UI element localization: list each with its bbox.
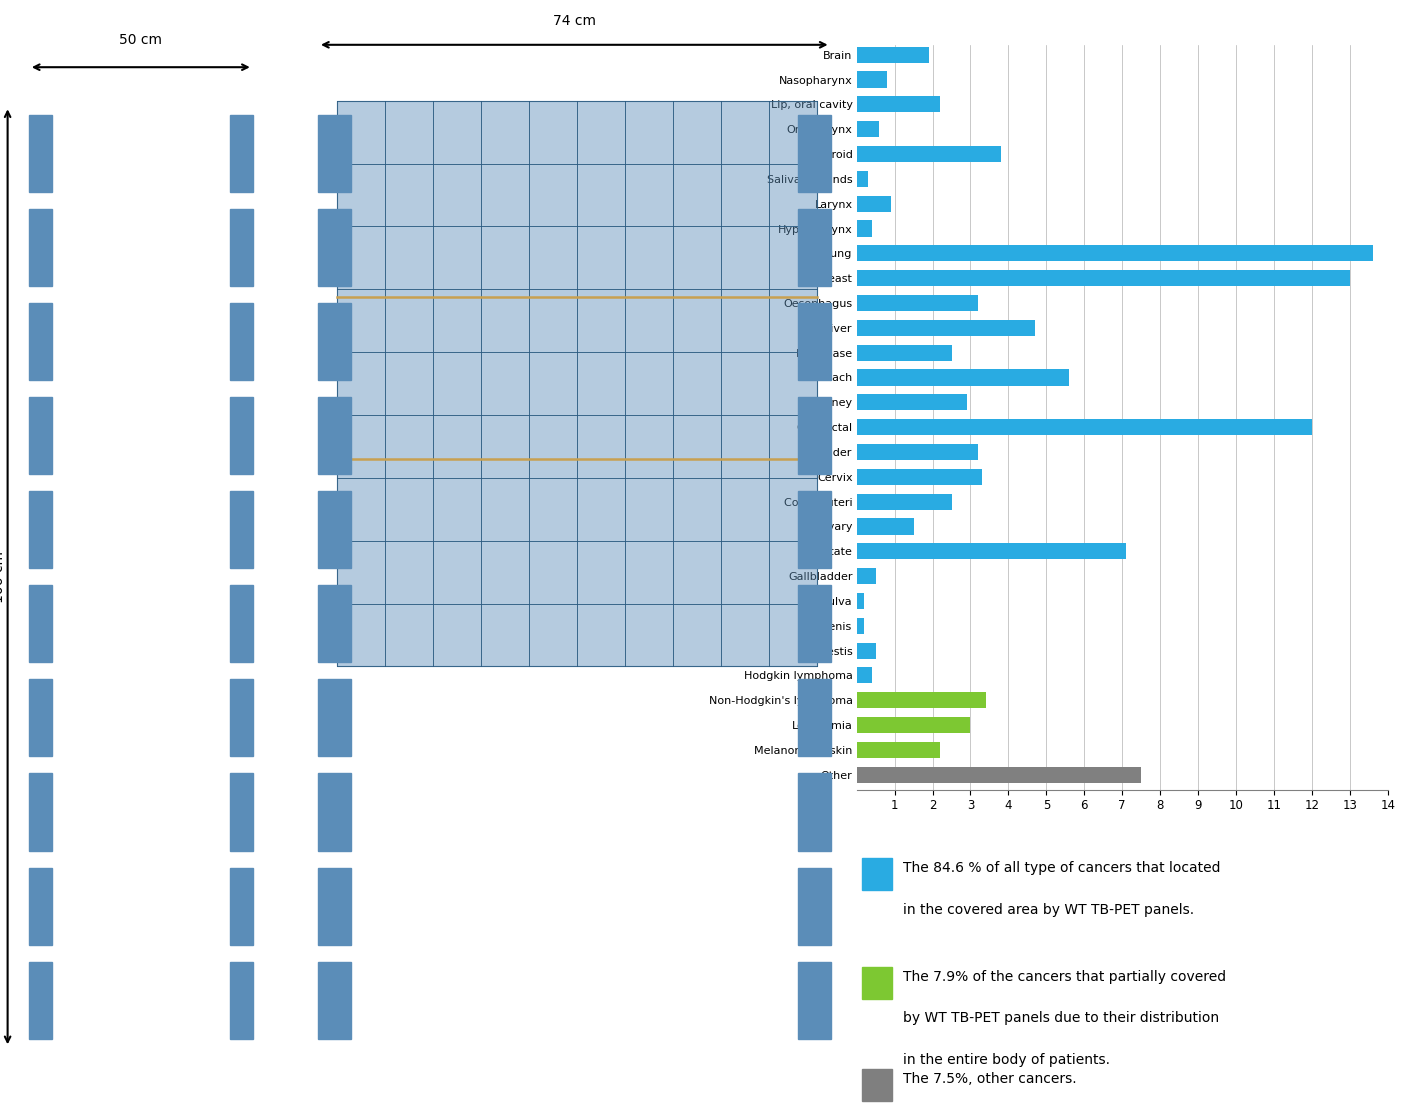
Bar [857, 295, 978, 311]
Bar [319, 304, 351, 380]
Text: The 7.9% of the cancers that partially covered: The 7.9% of the cancers that partially c… [903, 970, 1226, 984]
Bar [857, 543, 1126, 559]
Bar [857, 319, 1035, 336]
Bar [229, 398, 252, 474]
Bar [862, 858, 892, 890]
Bar [857, 692, 986, 708]
Bar [28, 492, 52, 568]
Bar [857, 170, 868, 187]
Text: by WT TB-PET panels due to their distribution: by WT TB-PET panels due to their distrib… [903, 1011, 1219, 1026]
Bar [797, 586, 831, 662]
Bar [857, 494, 952, 510]
Bar [319, 868, 351, 944]
Text: The 7.5%, other cancers.: The 7.5%, other cancers. [903, 1072, 1076, 1086]
Bar [319, 398, 351, 474]
Bar [28, 868, 52, 944]
Bar [28, 209, 52, 286]
Bar [319, 586, 351, 662]
Bar [319, 492, 351, 568]
Bar [229, 209, 252, 286]
Bar [797, 115, 831, 192]
Bar [857, 419, 1311, 436]
Bar [857, 643, 875, 659]
Bar [797, 774, 831, 850]
Bar [797, 868, 831, 944]
Bar [229, 115, 252, 192]
Bar [857, 668, 872, 683]
Bar [862, 1068, 892, 1101]
Bar [797, 962, 831, 1038]
Bar [857, 766, 1141, 783]
Bar [28, 774, 52, 850]
Bar [229, 774, 252, 850]
Bar [857, 146, 1001, 162]
Bar [797, 680, 831, 756]
Bar [857, 196, 891, 212]
Bar [857, 47, 929, 63]
Text: 74 cm: 74 cm [552, 15, 596, 28]
Bar [857, 717, 970, 734]
Bar [229, 492, 252, 568]
Bar [28, 115, 52, 192]
Text: in the entire body of patients.: in the entire body of patients. [903, 1053, 1110, 1067]
Bar [857, 345, 952, 361]
Bar [857, 370, 1069, 385]
Bar [857, 96, 940, 112]
Bar [857, 245, 1372, 261]
Bar [797, 398, 831, 474]
Bar [857, 592, 864, 609]
Text: in the covered area by WT TB-PET panels.: in the covered area by WT TB-PET panels. [903, 903, 1194, 917]
Bar [857, 270, 1349, 287]
Bar [319, 209, 351, 286]
Bar [857, 741, 940, 758]
Bar [857, 519, 913, 534]
Bar [28, 586, 52, 662]
Bar [229, 304, 252, 380]
Bar [857, 72, 886, 87]
Text: The 84.6 % of all type of cancers that located: The 84.6 % of all type of cancers that l… [903, 861, 1221, 876]
Bar [857, 221, 872, 236]
Bar [857, 394, 967, 410]
Bar [337, 101, 817, 666]
Text: 106 cm: 106 cm [0, 551, 6, 603]
Bar [229, 680, 252, 756]
Bar [229, 962, 252, 1038]
Bar [28, 680, 52, 756]
Bar [857, 444, 978, 460]
Bar [857, 617, 864, 634]
Bar [319, 774, 351, 850]
Bar [28, 962, 52, 1038]
Bar [319, 962, 351, 1038]
Bar [797, 304, 831, 380]
Bar [229, 868, 252, 944]
Bar [797, 492, 831, 568]
Bar [857, 121, 879, 138]
Bar [857, 568, 875, 585]
Bar [319, 115, 351, 192]
Bar [229, 586, 252, 662]
Bar [797, 209, 831, 286]
Bar [862, 967, 892, 999]
Bar [319, 680, 351, 756]
Bar [28, 304, 52, 380]
Text: 50 cm: 50 cm [119, 32, 163, 47]
Bar [28, 398, 52, 474]
Bar [857, 468, 981, 485]
